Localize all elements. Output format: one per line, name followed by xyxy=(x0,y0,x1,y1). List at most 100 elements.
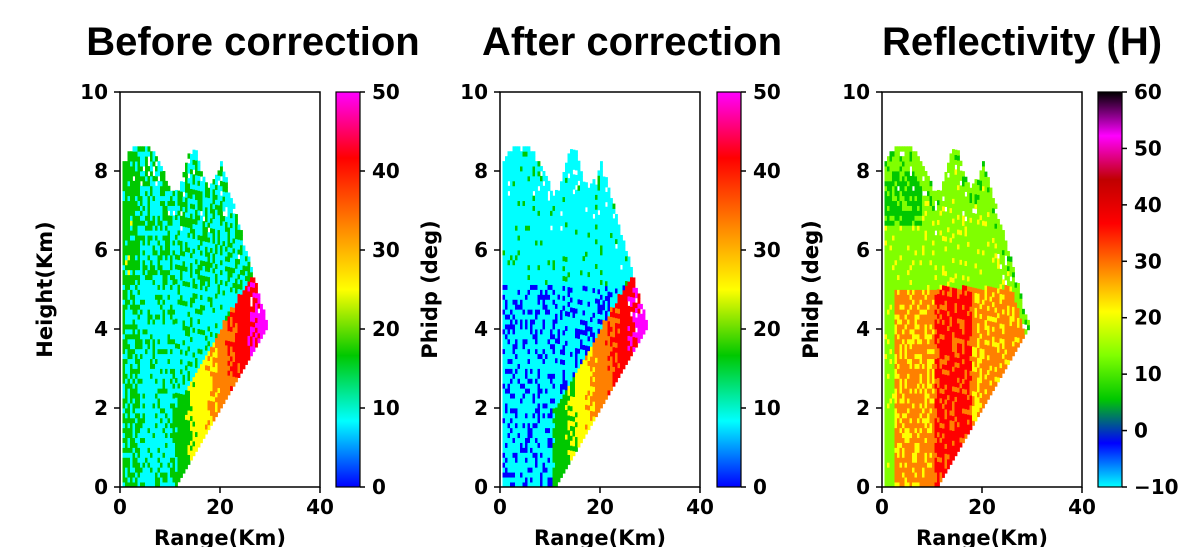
heatmap-cell xyxy=(222,280,226,286)
heatmap-cell xyxy=(130,393,133,399)
heatmap-cell xyxy=(215,357,218,363)
heatmap-cell xyxy=(127,250,131,256)
heatmap-cell xyxy=(512,250,516,256)
heatmap-cell xyxy=(510,333,513,340)
heatmap-cell xyxy=(165,269,168,276)
heatmap-cell xyxy=(187,242,191,248)
heatmap-cell xyxy=(172,432,176,439)
heatmap-cell xyxy=(130,358,133,364)
heatmap-cell xyxy=(565,162,568,169)
heatmap-cell xyxy=(145,245,148,251)
heatmap-cell xyxy=(557,353,561,359)
heatmap-cell xyxy=(175,328,178,334)
heatmap-cell xyxy=(150,457,153,463)
heatmap-cell xyxy=(182,255,186,262)
heatmap-cell xyxy=(222,304,226,311)
heatmap-cell xyxy=(227,227,231,233)
heatmap-cell xyxy=(512,235,516,241)
heatmap-cell xyxy=(532,373,536,379)
heatmap-cell xyxy=(510,373,513,379)
heatmap-cell xyxy=(575,347,578,354)
heatmap-cell xyxy=(517,220,521,226)
heatmap-cell xyxy=(150,408,153,414)
heatmap-cell xyxy=(217,249,221,255)
heatmap-cell xyxy=(245,315,248,321)
heatmap-cell xyxy=(135,190,138,197)
heatmap-cell xyxy=(182,379,186,385)
heatmap-cell xyxy=(167,467,171,473)
heatmap-cell xyxy=(210,385,213,392)
heatmap-cell xyxy=(570,262,573,268)
heatmap-cell xyxy=(532,403,536,409)
heatmap-cell xyxy=(582,393,586,400)
heatmap-cell xyxy=(132,373,136,379)
heatmap-cell xyxy=(130,383,133,389)
heatmap-cell xyxy=(262,309,266,315)
heatmap-cell xyxy=(555,412,558,418)
heatmap-cell xyxy=(140,205,143,211)
heatmap-cell xyxy=(157,235,161,241)
heatmap-cell xyxy=(207,242,211,248)
heatmap-cell xyxy=(552,240,556,246)
heatmap-cell xyxy=(182,418,186,425)
heatmap-cell xyxy=(225,182,228,188)
heatmap-cell xyxy=(572,302,576,309)
heatmap-cell xyxy=(557,388,561,394)
heatmap-cell xyxy=(502,304,506,310)
heatmap-cell xyxy=(145,205,148,211)
heatmap-cell xyxy=(182,265,186,272)
heatmap-cell xyxy=(530,422,533,429)
heatmap-cell xyxy=(535,363,538,369)
heatmap-cell xyxy=(152,457,156,463)
heatmap-cell xyxy=(220,230,223,236)
heatmap-cell xyxy=(177,279,181,285)
heatmap-cell xyxy=(547,284,551,290)
heatmap-cell xyxy=(232,341,236,348)
heatmap-cell xyxy=(237,273,241,280)
heatmap-cell xyxy=(162,338,166,345)
heatmap-cell xyxy=(562,359,566,365)
heatmap-cell xyxy=(165,185,168,192)
heatmap-cell xyxy=(197,284,201,290)
heatmap-cell xyxy=(155,220,158,226)
panel-title: Before correction xyxy=(86,20,419,64)
heatmap-cell xyxy=(207,217,211,223)
heatmap-cell xyxy=(140,289,143,295)
heatmap-cell xyxy=(577,175,581,181)
heatmap-cell xyxy=(530,383,533,389)
heatmap-cell xyxy=(512,309,516,315)
heatmap-cell xyxy=(217,323,221,329)
heatmap-cell xyxy=(562,404,566,410)
heatmap-cell xyxy=(517,348,521,355)
heatmap-cell xyxy=(235,218,238,225)
heatmap-cell xyxy=(182,171,186,178)
heatmap-cell xyxy=(127,412,131,419)
heatmap-cell xyxy=(577,397,581,404)
heatmap-cell xyxy=(202,314,206,321)
heatmap-cell xyxy=(222,196,226,202)
heatmap-cell xyxy=(522,408,526,414)
heatmap-cell xyxy=(512,161,516,167)
heatmap-cell xyxy=(167,462,171,468)
heatmap-cell xyxy=(175,426,178,433)
heatmap-cell xyxy=(570,282,573,288)
heatmap-cell xyxy=(520,289,523,295)
heatmap-cell xyxy=(187,153,191,159)
heatmap-cell xyxy=(200,398,203,404)
heatmap-cell xyxy=(212,366,216,373)
heatmap-cell xyxy=(505,245,508,251)
heatmap-cell xyxy=(175,194,178,201)
heatmap-cell xyxy=(160,274,163,281)
heatmap-cell xyxy=(155,432,158,439)
heatmap-cell xyxy=(232,351,236,358)
heatmap-cell xyxy=(517,338,521,345)
heatmap-cell xyxy=(150,161,153,167)
heatmap-cell xyxy=(170,348,173,355)
heatmap-cell xyxy=(145,294,148,300)
heatmap-cell xyxy=(192,189,196,195)
heatmap-cell xyxy=(165,195,168,202)
heatmap-cell xyxy=(572,337,576,343)
heatmap-cell xyxy=(505,353,508,360)
heatmap-cell xyxy=(530,314,533,320)
heatmap-cell xyxy=(515,151,518,157)
